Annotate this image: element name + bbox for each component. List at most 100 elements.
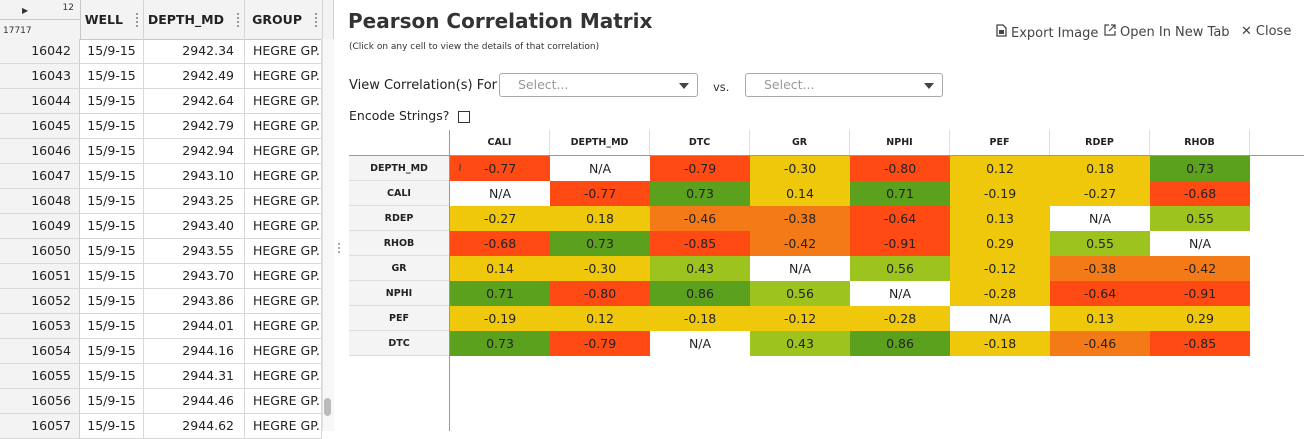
matrix-cell[interactable]: -0.85 xyxy=(650,231,750,256)
cell-well[interactable]: 15/9-15 xyxy=(80,364,144,388)
row-index[interactable]: 16056 xyxy=(0,389,80,413)
matrix-cell[interactable]: 0.71 xyxy=(850,181,950,206)
matrix-cell[interactable]: -0.12 xyxy=(950,256,1050,281)
matrix-cell[interactable]: 0.56 xyxy=(850,256,950,281)
matrix-cell[interactable]: 0.73 xyxy=(650,181,750,206)
matrix-cell[interactable]: 0.43 xyxy=(650,256,750,281)
matrix-cell[interactable]: -0.18 xyxy=(650,306,750,331)
matrix-cell[interactable]: -0.19 xyxy=(950,181,1050,206)
table-row[interactable]: 16045 15/9-15 2942.79 HEGRE GP. xyxy=(0,114,322,139)
cell-well[interactable]: 15/9-15 xyxy=(80,214,144,238)
cell-group[interactable]: HEGRE GP. xyxy=(245,314,322,338)
row-index[interactable]: 16054 xyxy=(0,339,80,363)
matrix-cell[interactable]: -0.80 xyxy=(850,156,950,181)
matrix-cell[interactable]: N/A xyxy=(850,281,950,306)
cell-group[interactable]: HEGRE GP. xyxy=(245,364,322,388)
cell-group[interactable]: HEGRE GP. xyxy=(245,214,322,238)
table-row[interactable]: 16054 15/9-15 2944.16 HEGRE GP. xyxy=(0,339,322,364)
scrollbar-thumb[interactable] xyxy=(324,398,331,416)
matrix-cell[interactable]: -0.85 xyxy=(1150,331,1250,356)
cell-well[interactable]: 15/9-15 xyxy=(80,39,144,63)
cell-depth-md[interactable]: 2942.49 xyxy=(144,64,245,88)
matrix-cell[interactable]: 0.14 xyxy=(750,181,850,206)
matrix-cell[interactable]: -0.38 xyxy=(750,206,850,231)
column-menu-icon[interactable] xyxy=(136,13,138,27)
cell-well[interactable]: 15/9-15 xyxy=(80,414,144,438)
matrix-cell[interactable]: -0.46 xyxy=(650,206,750,231)
cell-group[interactable]: HEGRE GP. xyxy=(245,264,322,288)
row-index[interactable]: 16057 xyxy=(0,414,80,438)
expand-arrow-icon[interactable]: ▶ xyxy=(22,6,29,15)
cell-well[interactable]: 15/9-15 xyxy=(80,339,144,363)
matrix-cell[interactable]: 0.14 xyxy=(450,256,550,281)
matrix-cell[interactable]: 0.55 xyxy=(1150,206,1250,231)
matrix-cell[interactable]: -0.91 xyxy=(850,231,950,256)
row-index[interactable]: 16048 xyxy=(0,189,80,213)
correlation-select-2[interactable]: Select... xyxy=(745,73,943,97)
cell-well[interactable]: 15/9-15 xyxy=(80,289,144,313)
table-row[interactable]: 16043 15/9-15 2942.49 HEGRE GP. xyxy=(0,64,322,89)
vertical-scrollbar[interactable] xyxy=(322,39,334,431)
matrix-cell[interactable]: 0.13 xyxy=(1050,306,1150,331)
encode-strings-checkbox[interactable] xyxy=(458,111,470,123)
row-index[interactable]: 16043 xyxy=(0,64,80,88)
matrix-cell[interactable]: -0.30 xyxy=(550,256,650,281)
cell-well[interactable]: 15/9-15 xyxy=(80,89,144,113)
matrix-cell[interactable]: -0.28 xyxy=(950,281,1050,306)
column-header-well[interactable]: WELL xyxy=(80,0,144,39)
matrix-cell[interactable]: 0.56 xyxy=(750,281,850,306)
row-index[interactable]: 16052 xyxy=(0,289,80,313)
cell-depth-md[interactable]: 2942.79 xyxy=(144,114,245,138)
matrix-cell[interactable]: -0.38 xyxy=(1050,256,1150,281)
cell-group[interactable]: HEGRE GP. xyxy=(245,189,322,213)
row-index[interactable]: 16055 xyxy=(0,364,80,388)
export-image-button[interactable]: Export Image xyxy=(996,24,1098,41)
matrix-cell[interactable]: -0.68 xyxy=(1150,181,1250,206)
cell-group[interactable]: HEGRE GP. xyxy=(245,414,322,438)
matrix-cell[interactable]: -0.46 xyxy=(1050,331,1150,356)
matrix-cell[interactable]: -0.91 xyxy=(1150,281,1250,306)
cell-well[interactable]: 15/9-15 xyxy=(80,164,144,188)
cell-depth-md[interactable]: 2942.64 xyxy=(144,89,245,113)
column-header-depth-md[interactable]: DEPTH_MD xyxy=(144,0,245,39)
matrix-cell[interactable]: 0.29 xyxy=(950,231,1050,256)
matrix-cell[interactable]: -0.19 xyxy=(450,306,550,331)
row-index[interactable]: 16047 xyxy=(0,164,80,188)
cell-depth-md[interactable]: 2944.46 xyxy=(144,389,245,413)
row-index[interactable]: 16046 xyxy=(0,139,80,163)
open-new-tab-button[interactable]: Open In New Tab xyxy=(1104,24,1230,40)
cell-depth-md[interactable]: 2944.31 xyxy=(144,364,245,388)
cell-group[interactable]: HEGRE GP. xyxy=(245,64,322,88)
matrix-cell[interactable]: -0.28 xyxy=(850,306,950,331)
cell-group[interactable]: HEGRE GP. xyxy=(245,164,322,188)
cell-well[interactable]: 15/9-15 xyxy=(80,64,144,88)
matrix-cell[interactable]: -0.79 xyxy=(550,331,650,356)
matrix-cell[interactable]: 0.13 xyxy=(950,206,1050,231)
matrix-cell[interactable]: N/A xyxy=(650,331,750,356)
cell-group[interactable]: HEGRE GP. xyxy=(245,114,322,138)
table-row[interactable]: 16048 15/9-15 2943.25 HEGRE GP. xyxy=(0,189,322,214)
cell-group[interactable]: HEGRE GP. xyxy=(245,339,322,363)
matrix-cell[interactable]: 0.18 xyxy=(550,206,650,231)
matrix-cell[interactable]: N/A xyxy=(750,256,850,281)
matrix-cell[interactable]: -0.18 xyxy=(950,331,1050,356)
table-row[interactable]: 16049 15/9-15 2943.40 HEGRE GP. xyxy=(0,214,322,239)
matrix-cell[interactable]: N/A xyxy=(1150,231,1250,256)
matrix-cell[interactable]: -0.12 xyxy=(750,306,850,331)
matrix-cell[interactable]: 0.86 xyxy=(850,331,950,356)
cell-well[interactable]: 15/9-15 xyxy=(80,314,144,338)
matrix-cell[interactable]: -0.30 xyxy=(750,156,850,181)
matrix-cell[interactable]: -0.64 xyxy=(1050,281,1150,306)
matrix-cell[interactable]: 0.73 xyxy=(550,231,650,256)
table-row[interactable]: 16052 15/9-15 2943.86 HEGRE GP. xyxy=(0,289,322,314)
row-index[interactable]: 16044 xyxy=(0,89,80,113)
cell-well[interactable]: 15/9-15 xyxy=(80,264,144,288)
cell-depth-md[interactable]: 2943.70 xyxy=(144,264,245,288)
close-button[interactable]: ✕ Close xyxy=(1241,24,1291,39)
cell-depth-md[interactable]: 2942.94 xyxy=(144,139,245,163)
cell-group[interactable]: HEGRE GP. xyxy=(245,39,322,63)
matrix-cell[interactable]: N/A xyxy=(450,181,550,206)
row-index[interactable]: 16042 xyxy=(0,39,80,63)
table-row[interactable]: 16050 15/9-15 2943.55 HEGRE GP. xyxy=(0,239,322,264)
cell-well[interactable]: 15/9-15 xyxy=(80,389,144,413)
